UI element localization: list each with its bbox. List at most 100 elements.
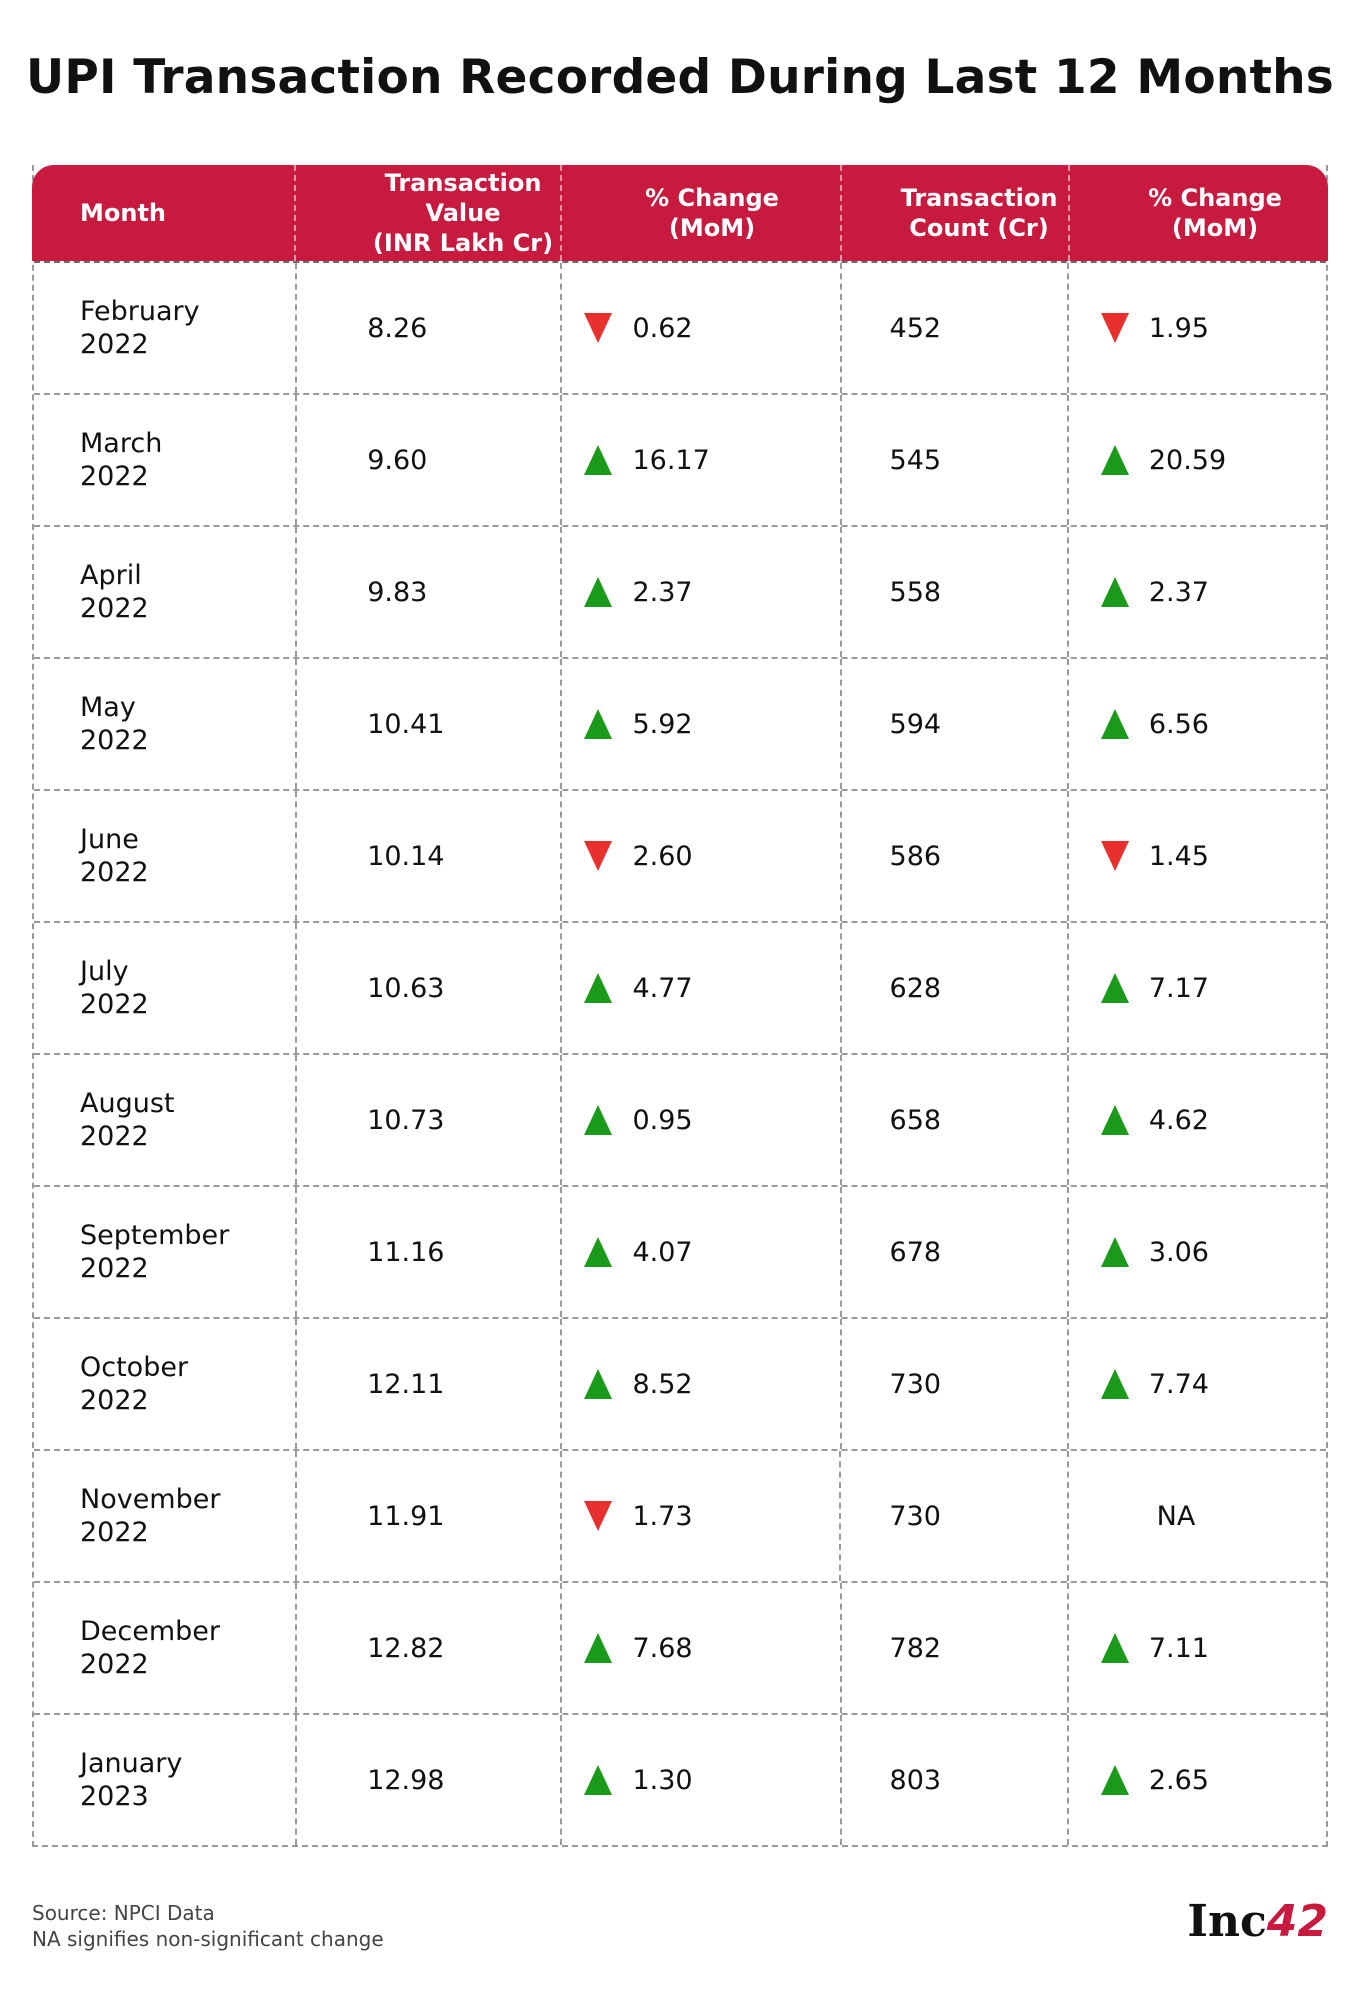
header-value-change: % Change (MoM) bbox=[562, 165, 842, 261]
up-arrow-icon bbox=[584, 973, 613, 1003]
up-arrow-icon bbox=[1100, 709, 1129, 739]
month-label: October 2022 bbox=[80, 1351, 188, 1417]
month-name: May bbox=[80, 692, 136, 723]
transaction-value-cell: 12.11 bbox=[297, 1319, 563, 1449]
month-cell: October 2022 bbox=[34, 1319, 298, 1449]
transaction-value: 12.98 bbox=[367, 1764, 445, 1796]
month-year: 2022 bbox=[80, 725, 149, 756]
count-change: 1.45 bbox=[1148, 840, 1209, 872]
month-label: November 2022 bbox=[80, 1483, 220, 1549]
count-change: 20.59 bbox=[1148, 444, 1227, 476]
value-change: 1.73 bbox=[632, 1500, 693, 1532]
up-arrow-icon bbox=[584, 1105, 613, 1135]
transaction-count-cell: 730 bbox=[842, 1319, 1069, 1449]
table-row: December 2022 12.82 7.68 782 7.11 bbox=[34, 1581, 1326, 1713]
transaction-value-cell: 8.26 bbox=[297, 263, 563, 393]
transaction-value-cell: 9.60 bbox=[297, 395, 563, 525]
month-label: December 2022 bbox=[80, 1615, 220, 1681]
transaction-value-cell: 10.14 bbox=[297, 791, 563, 921]
header-transaction-count: Transaction Count (Cr) bbox=[842, 165, 1070, 261]
transaction-count-cell: 782 bbox=[842, 1583, 1069, 1713]
transaction-value-cell: 11.16 bbox=[297, 1187, 563, 1317]
month-cell: April 2022 bbox=[34, 527, 298, 657]
month-year: 2022 bbox=[80, 1253, 149, 1284]
month-year: 2022 bbox=[80, 329, 149, 360]
value-change-cell: 4.77 bbox=[562, 923, 842, 1053]
up-arrow-icon bbox=[1100, 577, 1129, 607]
transaction-count: 730 bbox=[889, 1500, 941, 1532]
transaction-count-cell: 658 bbox=[842, 1055, 1069, 1185]
count-change-cell: 4.62 bbox=[1069, 1055, 1326, 1185]
value-change: 0.95 bbox=[632, 1104, 693, 1136]
brand-logo: Inc 42 bbox=[1187, 1896, 1328, 1947]
count-change: NA bbox=[1156, 1500, 1196, 1532]
month-cell: August 2022 bbox=[34, 1055, 298, 1185]
transaction-value: 10.63 bbox=[367, 972, 445, 1004]
value-change-cell: 5.92 bbox=[562, 659, 842, 789]
up-arrow-icon bbox=[1100, 1237, 1129, 1267]
transaction-value-cell: 10.41 bbox=[297, 659, 563, 789]
value-change: 7.68 bbox=[632, 1632, 693, 1664]
up-arrow-icon bbox=[584, 1237, 613, 1267]
month-year: 2022 bbox=[80, 593, 149, 624]
transaction-value-cell: 9.83 bbox=[297, 527, 563, 657]
month-label: May 2022 bbox=[80, 691, 149, 757]
transaction-count: 730 bbox=[889, 1368, 942, 1400]
count-change: 3.06 bbox=[1148, 1236, 1209, 1268]
month-label: August 2022 bbox=[80, 1087, 175, 1153]
table-body: February 2022 8.26 0.62 452 1.95 March 2022 9.60… bbox=[34, 261, 1326, 1845]
transaction-count-cell: 594 bbox=[842, 659, 1069, 789]
transaction-count: 558 bbox=[889, 576, 942, 608]
count-change: 7.17 bbox=[1148, 972, 1209, 1004]
month-year: 2022 bbox=[80, 1649, 149, 1680]
value-change: 1.30 bbox=[632, 1764, 693, 1796]
header-transaction-value: Transaction Value (INR Lakh Cr) bbox=[296, 165, 562, 261]
count-change: 2.37 bbox=[1148, 576, 1209, 608]
transaction-value-cell: 11.91 bbox=[297, 1451, 563, 1581]
table-row: June 2022 10.14 2.60 586 1.45 bbox=[34, 789, 1326, 921]
transaction-count-cell: 678 bbox=[842, 1187, 1069, 1317]
month-name: December bbox=[80, 1616, 221, 1647]
table-header: Month Transaction Value (INR Lakh Cr) % … bbox=[32, 165, 1328, 261]
transaction-count: 678 bbox=[889, 1236, 942, 1268]
table-row: November 2022 11.91 1.73 730 NA bbox=[34, 1449, 1326, 1581]
transaction-count: 452 bbox=[889, 312, 942, 344]
count-change: 2.65 bbox=[1148, 1764, 1209, 1796]
transaction-count: 594 bbox=[889, 708, 942, 740]
transaction-value-cell: 10.73 bbox=[297, 1055, 563, 1185]
month-name: April bbox=[80, 560, 142, 591]
count-change-cell: 20.59 bbox=[1069, 395, 1326, 525]
up-arrow-icon bbox=[584, 709, 613, 739]
month-year: 2022 bbox=[80, 1121, 149, 1152]
month-name: September bbox=[80, 1220, 230, 1251]
month-label: February 2022 bbox=[80, 295, 200, 361]
transaction-value: 10.41 bbox=[367, 708, 445, 740]
value-change: 0.62 bbox=[632, 312, 693, 344]
count-change: 6.56 bbox=[1148, 708, 1209, 740]
transaction-value: 12.11 bbox=[367, 1368, 445, 1400]
up-arrow-icon bbox=[584, 1369, 613, 1399]
down-arrow-icon bbox=[1100, 313, 1129, 343]
value-change-cell: 1.30 bbox=[562, 1715, 842, 1845]
count-change-cell: 6.56 bbox=[1069, 659, 1326, 789]
transaction-count-cell: 628 bbox=[842, 923, 1069, 1053]
down-arrow-icon bbox=[584, 841, 613, 871]
month-year: 2022 bbox=[80, 461, 149, 492]
value-change-cell: 0.62 bbox=[562, 263, 842, 393]
month-cell: July 2022 bbox=[34, 923, 298, 1053]
up-arrow-icon bbox=[584, 577, 613, 607]
page-title: UPI Transaction Recorded During Last 12 … bbox=[26, 50, 1334, 105]
transaction-value: 10.14 bbox=[367, 840, 445, 872]
value-change-cell: 0.95 bbox=[562, 1055, 842, 1185]
value-change: 8.52 bbox=[632, 1368, 693, 1400]
month-year: 2022 bbox=[80, 1385, 149, 1416]
up-arrow-icon bbox=[1100, 1633, 1129, 1663]
transaction-count: 586 bbox=[889, 840, 942, 872]
transaction-count-cell: 730 bbox=[841, 1451, 1069, 1581]
month-name: March bbox=[80, 428, 163, 459]
transaction-count-cell: 558 bbox=[842, 527, 1069, 657]
count-change-cell: 7.74 bbox=[1069, 1319, 1326, 1449]
month-name: June bbox=[80, 824, 139, 855]
value-change: 2.37 bbox=[632, 576, 693, 608]
transaction-count-cell: 586 bbox=[842, 791, 1069, 921]
